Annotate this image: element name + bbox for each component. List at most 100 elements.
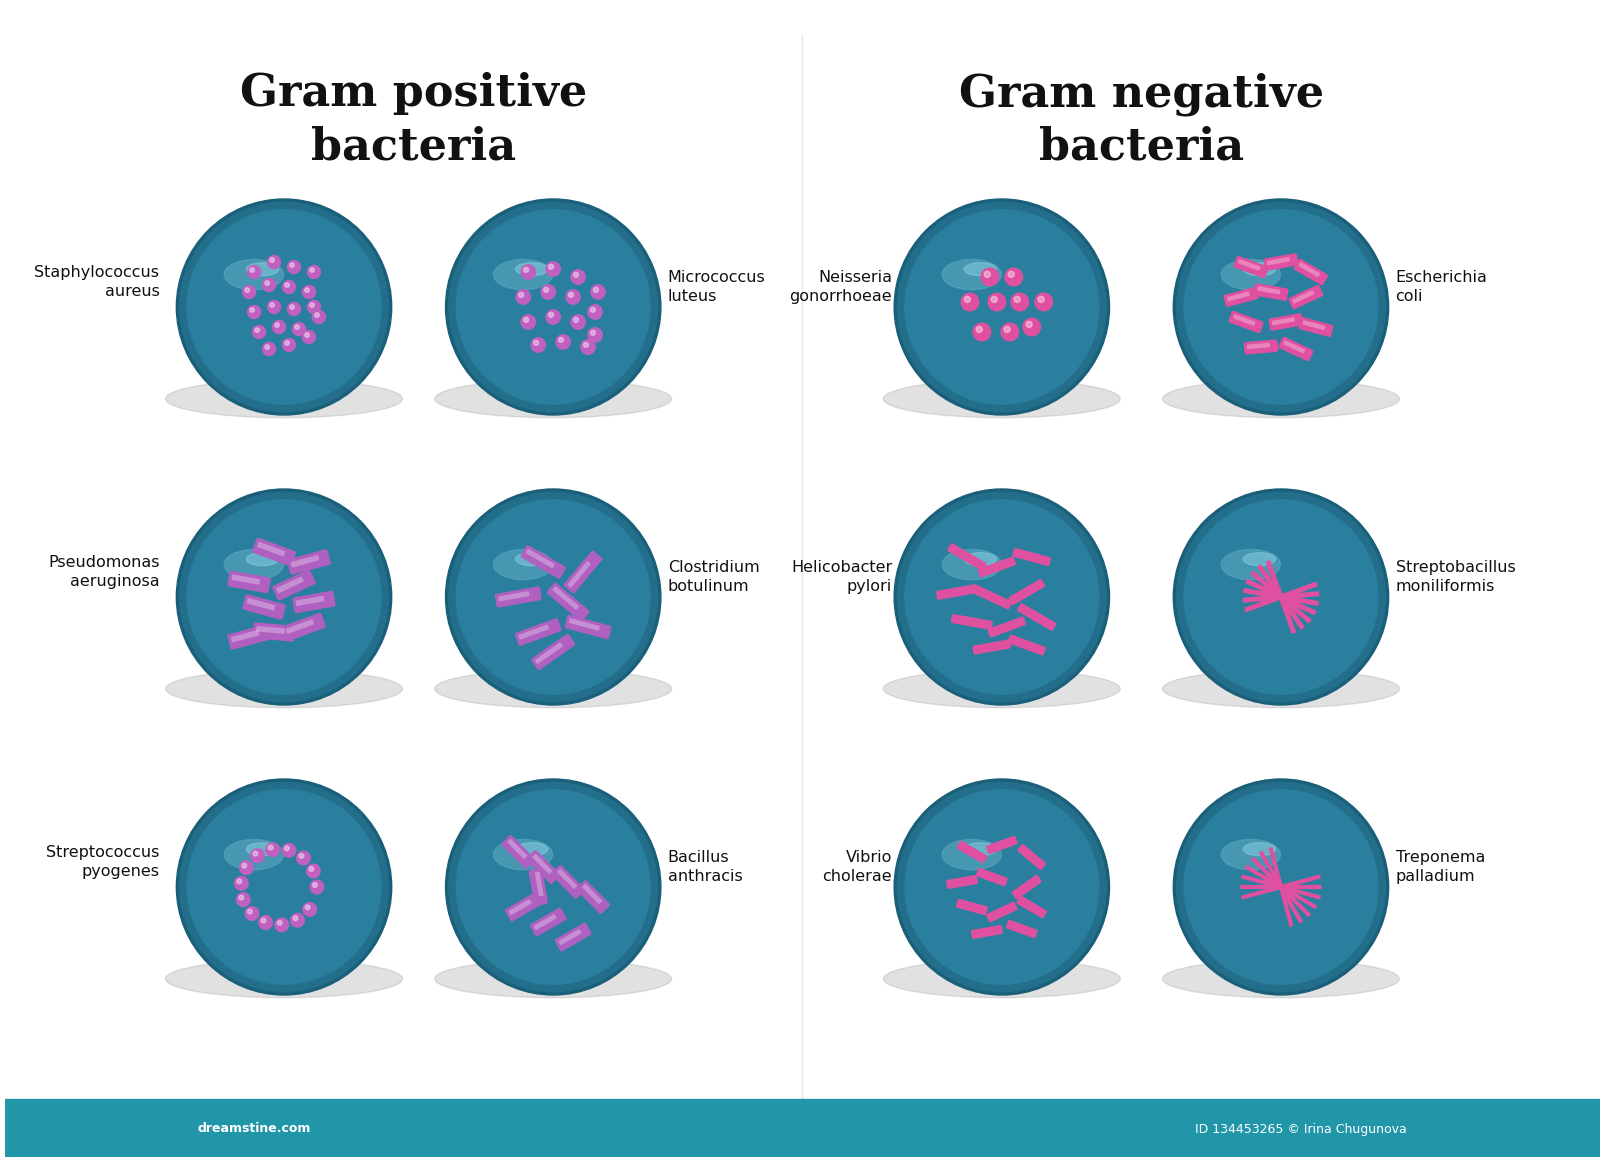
Text: Staphylococcus
aureus: Staphylococcus aureus [35,265,160,299]
Circle shape [973,323,990,341]
Ellipse shape [243,292,254,296]
Circle shape [984,271,990,278]
Circle shape [285,846,290,850]
FancyBboxPatch shape [242,595,286,620]
Circle shape [965,296,970,302]
Text: Streptococcus
pyogenes: Streptococcus pyogenes [46,846,160,879]
FancyBboxPatch shape [1245,865,1317,909]
FancyBboxPatch shape [1227,292,1250,301]
Circle shape [523,267,528,272]
Ellipse shape [224,840,283,870]
Circle shape [290,304,294,309]
Circle shape [1176,202,1386,412]
Ellipse shape [515,553,547,566]
Circle shape [237,893,250,906]
Circle shape [456,790,650,985]
FancyBboxPatch shape [1018,843,1046,870]
Ellipse shape [566,296,579,302]
Ellipse shape [1002,331,1018,338]
FancyBboxPatch shape [1245,582,1318,612]
Circle shape [445,199,661,415]
Circle shape [522,265,536,279]
Circle shape [590,285,605,300]
Text: Micrococcus
luteus: Micrococcus luteus [667,271,765,304]
Text: Escherichia
coli: Escherichia coli [1395,271,1488,304]
Circle shape [315,312,320,317]
Ellipse shape [165,960,403,997]
FancyBboxPatch shape [1288,285,1323,309]
Circle shape [517,289,531,304]
Circle shape [558,338,563,342]
Circle shape [981,268,998,286]
Circle shape [898,202,1106,412]
FancyBboxPatch shape [520,545,566,578]
Ellipse shape [1163,379,1400,418]
FancyBboxPatch shape [1224,287,1259,307]
FancyBboxPatch shape [1234,256,1269,278]
Ellipse shape [274,326,285,332]
Circle shape [179,492,389,702]
Circle shape [587,304,602,319]
Ellipse shape [942,259,1002,289]
Circle shape [176,489,392,705]
FancyBboxPatch shape [494,587,542,607]
Circle shape [989,293,1006,311]
Circle shape [304,333,309,338]
Ellipse shape [293,329,306,333]
Circle shape [245,907,259,920]
Ellipse shape [1243,553,1275,566]
FancyBboxPatch shape [568,561,590,588]
FancyBboxPatch shape [1013,548,1051,566]
FancyBboxPatch shape [1243,339,1278,354]
FancyBboxPatch shape [565,614,611,640]
FancyBboxPatch shape [936,584,978,599]
Ellipse shape [589,334,602,340]
Ellipse shape [307,870,320,876]
FancyBboxPatch shape [533,854,552,874]
Ellipse shape [309,272,320,277]
Ellipse shape [224,550,283,580]
Circle shape [306,905,310,909]
Circle shape [277,921,282,926]
Circle shape [1038,296,1045,302]
Ellipse shape [298,857,309,863]
Text: Clostridium
botulinum: Clostridium botulinum [667,560,760,594]
FancyBboxPatch shape [1008,578,1045,605]
FancyBboxPatch shape [1269,847,1293,927]
Circle shape [269,845,274,850]
FancyBboxPatch shape [526,850,560,884]
Ellipse shape [493,840,552,870]
Circle shape [248,305,261,318]
Circle shape [242,863,246,868]
Ellipse shape [982,277,998,283]
FancyBboxPatch shape [555,922,592,951]
Circle shape [187,500,381,694]
Ellipse shape [246,553,278,566]
FancyBboxPatch shape [509,899,531,915]
Ellipse shape [251,855,264,861]
FancyBboxPatch shape [246,598,275,611]
Circle shape [445,489,661,705]
Circle shape [302,331,315,344]
Ellipse shape [435,379,672,418]
Circle shape [976,326,982,332]
Circle shape [237,879,242,884]
Circle shape [235,877,248,890]
Circle shape [253,852,258,856]
Circle shape [302,902,317,916]
Circle shape [456,209,650,404]
Circle shape [894,779,1109,995]
Ellipse shape [883,379,1120,418]
Circle shape [571,270,586,285]
Ellipse shape [264,348,275,354]
FancyBboxPatch shape [987,617,1026,638]
FancyBboxPatch shape [957,841,987,863]
Circle shape [1014,296,1021,302]
Ellipse shape [522,322,534,327]
Circle shape [568,293,573,297]
Ellipse shape [165,670,403,708]
FancyBboxPatch shape [501,835,536,869]
FancyBboxPatch shape [1253,283,1288,301]
Ellipse shape [592,292,605,297]
FancyBboxPatch shape [286,550,331,575]
